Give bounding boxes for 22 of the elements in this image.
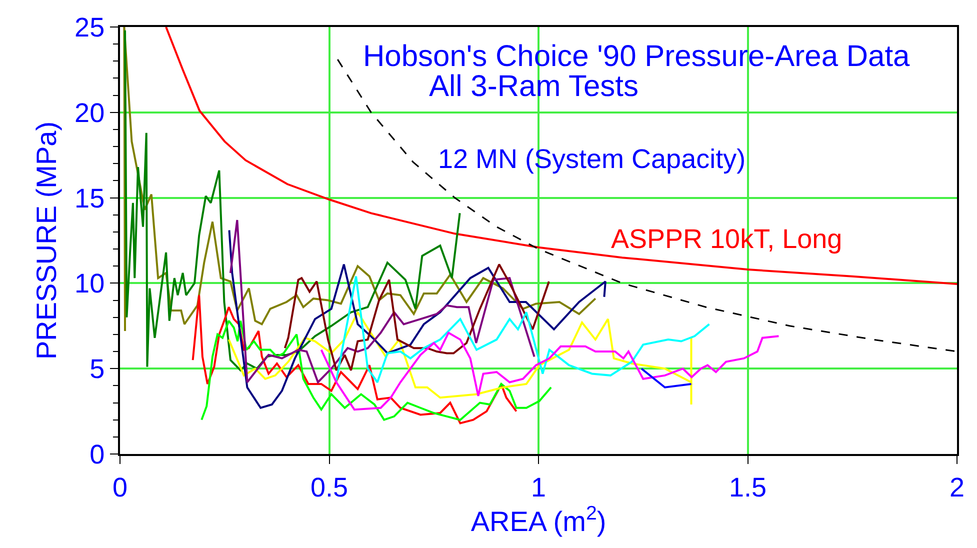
y-tick-label: 15: [74, 183, 105, 214]
y-tick-label: 0: [90, 439, 105, 470]
x-tick-label: 2: [949, 472, 965, 502]
x-tick-label: 0.5: [310, 472, 348, 502]
line-series: [284, 263, 550, 372]
x-tick-label: 0: [112, 472, 128, 502]
x-axis-title: AREA (m$^{2}$): [470, 502, 606, 538]
line-series: [335, 275, 710, 384]
line-series: [228, 229, 606, 409]
line-series: [165, 27, 957, 286]
x-tick-label: 1: [530, 472, 546, 502]
y-tick-label: 20: [74, 98, 105, 128]
y-tick-label: 10: [74, 268, 105, 299]
y-tick-label: 25: [74, 12, 105, 42]
line-series: [192, 294, 518, 424]
line-series: [320, 332, 780, 411]
line-series: [228, 311, 692, 406]
line-series: [200, 320, 552, 421]
x-tick-label: 1.5: [728, 472, 767, 502]
y-axis-title: PRESSURE (MPa): [30, 121, 62, 360]
line-series: [229, 219, 536, 384]
y-tick-label: 5: [90, 354, 105, 384]
